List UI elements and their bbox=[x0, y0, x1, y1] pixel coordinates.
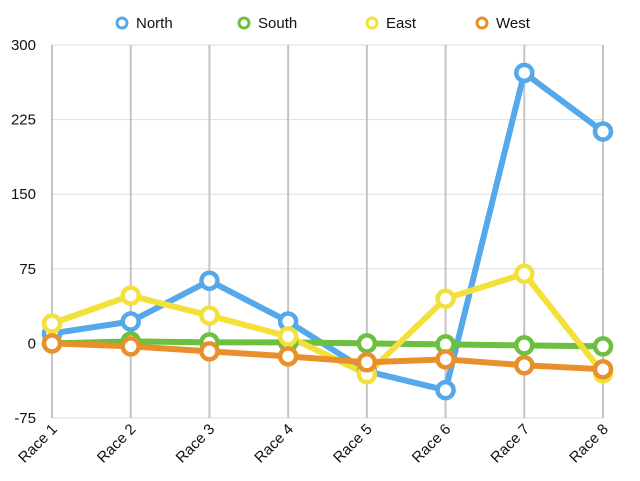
legend-item-south: South bbox=[237, 15, 297, 32]
series-line-east bbox=[49, 270, 606, 378]
data-point-east bbox=[435, 288, 456, 309]
x-tick-label: Race 7 bbox=[487, 421, 533, 467]
data-point-west bbox=[435, 349, 456, 370]
y-tick-label: -75 bbox=[14, 410, 36, 427]
data-point-north bbox=[120, 311, 141, 332]
legend-item-north: North bbox=[115, 15, 173, 32]
data-point-west bbox=[514, 355, 535, 376]
series-line-south bbox=[49, 338, 606, 350]
legend-label: West bbox=[496, 15, 531, 32]
series-lines bbox=[49, 69, 606, 394]
data-point-north bbox=[592, 121, 614, 142]
data-point-north bbox=[514, 62, 535, 84]
x-tick-label: Race 6 bbox=[409, 421, 455, 467]
legend-marker bbox=[115, 16, 129, 30]
legend-marker bbox=[365, 16, 379, 30]
legend-label: South bbox=[258, 15, 297, 32]
data-point-east bbox=[41, 313, 63, 334]
y-tick-label: 300 bbox=[11, 37, 36, 54]
legend-marker bbox=[237, 16, 251, 30]
legend-label: East bbox=[386, 15, 417, 32]
data-point-north bbox=[435, 379, 456, 401]
data-point-west bbox=[120, 336, 141, 357]
legend-item-west: West bbox=[475, 15, 531, 32]
data-point-east bbox=[277, 326, 299, 347]
x-tick-label: Race 3 bbox=[173, 421, 219, 467]
legend-label: North bbox=[136, 15, 173, 32]
data-point-east bbox=[514, 263, 535, 285]
x-tick-label: Race 2 bbox=[94, 421, 140, 467]
data-point-west bbox=[592, 359, 614, 380]
data-point-east bbox=[120, 285, 141, 306]
series-line-north bbox=[49, 69, 606, 394]
y-tick-label: 150 bbox=[11, 186, 36, 203]
data-point-west bbox=[41, 333, 63, 354]
x-axis-ticks: Race 1 Race 2 Race 3 Race 4 Race 5 Race 6 Race… bbox=[15, 421, 612, 467]
data-point-east bbox=[199, 305, 220, 326]
data-point-west bbox=[277, 346, 299, 367]
data-point-south bbox=[592, 336, 614, 357]
y-tick-label: 75 bbox=[19, 261, 36, 278]
series-line-west bbox=[49, 340, 606, 373]
x-tick-label: Race 8 bbox=[566, 421, 612, 467]
series-points bbox=[41, 62, 614, 401]
x-tick-label: Race 5 bbox=[330, 421, 376, 467]
data-point-north bbox=[199, 270, 220, 291]
y-tick-label: 0 bbox=[28, 335, 36, 352]
legend: North South East West bbox=[115, 15, 531, 32]
legend-marker bbox=[475, 16, 489, 30]
y-axis-ticks: -75 0 75 150 225 300 bbox=[11, 37, 36, 427]
data-point-south bbox=[356, 333, 378, 354]
data-point-south bbox=[514, 335, 535, 356]
data-point-west bbox=[356, 352, 378, 373]
x-tick-label: Race 1 bbox=[15, 421, 61, 467]
data-point-west bbox=[199, 341, 220, 362]
x-tick-label: Race 4 bbox=[251, 421, 297, 467]
legend-item-east: East bbox=[365, 15, 417, 32]
y-tick-label: 225 bbox=[11, 112, 36, 129]
